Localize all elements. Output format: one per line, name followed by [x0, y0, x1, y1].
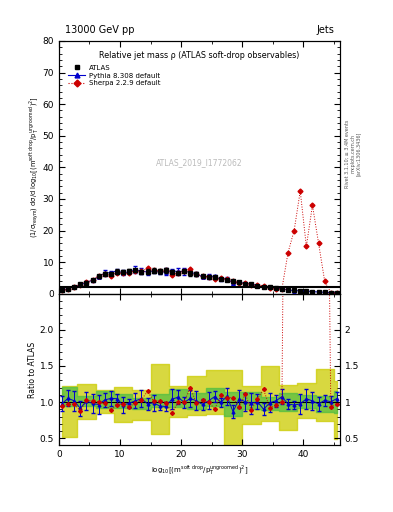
Text: Rivet 3.1.10; ≥ 3.4M events: Rivet 3.1.10; ≥ 3.4M events — [345, 119, 350, 188]
Text: ATLAS_2019_I1772062: ATLAS_2019_I1772062 — [156, 158, 243, 167]
Y-axis label: Ratio to ATLAS: Ratio to ATLAS — [28, 342, 37, 398]
X-axis label: log$_{10}$[(m$^{\mathrm{soft\ drop}}$/p$_{\mathrm{T}}^{\mathrm{ungroomed}}$)$^{2: log$_{10}$[(m$^{\mathrm{soft\ drop}}$/p$… — [151, 463, 248, 477]
Text: mcplots.cern.ch: mcplots.cern.ch — [351, 134, 356, 173]
Text: Jets: Jets — [316, 25, 334, 35]
Text: [arXiv:1306.3436]: [arXiv:1306.3436] — [356, 132, 361, 176]
Text: 13000 GeV pp: 13000 GeV pp — [64, 25, 134, 35]
Text: Relative jet mass ρ (ATLAS soft-drop observables): Relative jet mass ρ (ATLAS soft-drop obs… — [99, 51, 299, 60]
Y-axis label: (1/σ$_{\mathrm{resym}}$) dσ/d log$_{10}$[(m$^{\mathrm{soft\ drop}}$/p$_{\mathrm{: (1/σ$_{\mathrm{resym}}$) dσ/d log$_{10}$… — [27, 96, 41, 238]
Legend: ATLAS, Pythia 8.308 default, Sherpa 2.2.9 default: ATLAS, Pythia 8.308 default, Sherpa 2.2.… — [65, 62, 163, 89]
